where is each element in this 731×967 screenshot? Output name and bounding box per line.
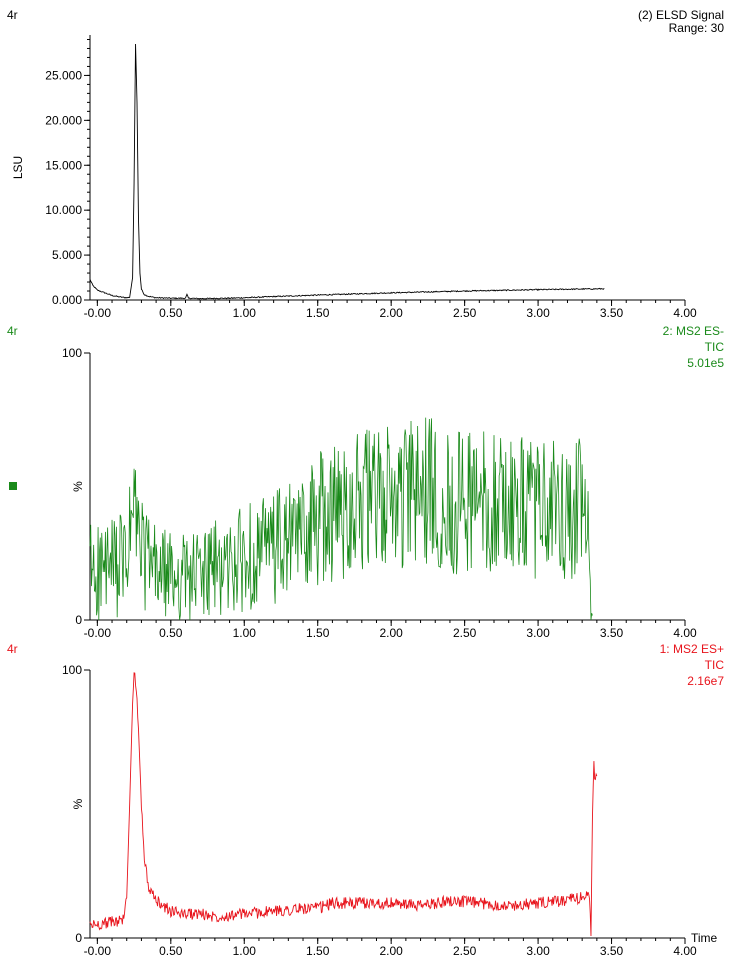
trace-label-line: TIC [705, 658, 725, 672]
trace-marker-square [9, 482, 17, 490]
y-tick-label: 0 [75, 931, 82, 945]
y-tick-label: 100 [62, 663, 82, 677]
x-tick-label: 2.50 [453, 306, 477, 320]
trace-label-line: 1: MS2 ES+ [660, 642, 724, 656]
x-tick-label: 2.00 [379, 626, 403, 640]
series-line [89, 43, 605, 300]
x-tick-label: 3.00 [526, 306, 550, 320]
y-tick-label: 100 [62, 346, 82, 360]
sample-label: 4r [7, 8, 18, 22]
x-tick-label: 0.50 [159, 944, 183, 958]
y-tick-label: 20.000 [45, 113, 82, 127]
y-tick-label: 10.000 [45, 203, 82, 217]
trace-label-line: 2.16e7 [687, 674, 724, 688]
y-tick-label: 0.000 [52, 293, 82, 307]
x-tick-label: 3.00 [526, 626, 550, 640]
x-tick-label: 4.00 [673, 626, 697, 640]
x-tick-label: 1.00 [233, 944, 257, 958]
y-axis-label: LSU [11, 156, 25, 179]
y-axis-label: % [71, 481, 85, 492]
x-tick-label: 4.00 [673, 306, 697, 320]
x-tick-label: 2.00 [379, 306, 403, 320]
x-tick-label: 2.50 [453, 626, 477, 640]
y-tick-label: 25.000 [45, 68, 82, 82]
x-tick-label: 2.50 [453, 944, 477, 958]
x-tick-label: 1.00 [233, 626, 257, 640]
y-tick-label: 15.000 [45, 158, 82, 172]
y-tick-label: 0 [75, 613, 82, 627]
trace-label-line: (2) ELSD Signal [638, 8, 724, 22]
x-tick-label: 3.00 [526, 944, 550, 958]
x-tick-label: 1.50 [306, 306, 330, 320]
y-tick-label: 5.000 [52, 248, 82, 262]
x-tick-label: -0.00 [84, 626, 112, 640]
x-tick-label: 1.50 [306, 944, 330, 958]
x-tick-label: -0.00 [84, 944, 112, 958]
sample-label: 4r [7, 642, 18, 656]
series-line [89, 417, 593, 621]
x-tick-label: 0.50 [159, 626, 183, 640]
series-line [89, 672, 598, 936]
x-axis-label: Time [691, 931, 718, 945]
trace-label-line: TIC [705, 340, 725, 354]
x-tick-label: 3.50 [600, 626, 624, 640]
x-tick-label: 1.50 [306, 626, 330, 640]
x-tick-label: -0.00 [84, 306, 112, 320]
x-tick-label: 2.00 [379, 944, 403, 958]
x-tick-label: 4.00 [673, 944, 697, 958]
x-tick-label: 0.50 [159, 306, 183, 320]
x-tick-label: 3.50 [600, 306, 624, 320]
y-axis-label: % [71, 798, 85, 809]
trace-label-line: 2: MS2 ES- [663, 324, 724, 338]
sample-label: 4r [7, 324, 18, 338]
x-tick-label: 1.00 [233, 306, 257, 320]
x-tick-label: 3.50 [600, 944, 624, 958]
trace-label-line: Range: 30 [669, 21, 725, 35]
trace-label-line: 5.01e5 [687, 356, 724, 370]
